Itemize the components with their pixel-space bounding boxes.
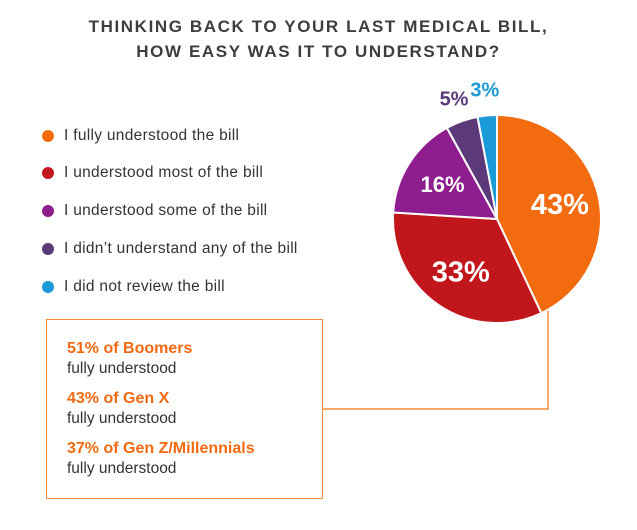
- callout-stat: 43% of Gen X fully understood: [67, 388, 322, 429]
- legend-swatch-icon: [42, 205, 54, 218]
- callout-stat-subtext: fully understood: [67, 360, 177, 377]
- legend-item: I understood some of the bill: [42, 202, 298, 221]
- pie-slice-label: 33%: [432, 256, 490, 288]
- callout-connector: [323, 300, 549, 410]
- chart-title: THINKING BACK TO YOUR LAST MEDICAL BILL,…: [0, 14, 637, 64]
- legend-swatch-icon: [42, 280, 54, 293]
- legend-swatch-icon: [42, 242, 54, 255]
- callout-box: 51% of Boomers fully understood 43% of G…: [46, 319, 323, 499]
- legend-label: I understood most of the bill: [64, 164, 264, 182]
- legend-item: I understood most of the bill: [42, 164, 298, 183]
- legend-label: I did not review the bill: [64, 277, 225, 295]
- pie-slice: [476, 113, 498, 220]
- pie-slice: [392, 211, 543, 324]
- callout-stat-headline: 37% of Gen Z/Millennials: [67, 440, 255, 457]
- callout-stat: 37% of Gen Z/Millennials fully understoo…: [67, 438, 322, 479]
- pie-slice-label: 5%: [440, 89, 469, 111]
- legend-swatch-icon: [42, 129, 54, 142]
- callout-stat-subtext: fully understood: [67, 410, 177, 427]
- legend-item: I didn’t understand any of the bill: [42, 239, 298, 258]
- pie-slice: [392, 126, 499, 221]
- legend-label: I understood some of the bill: [64, 202, 268, 220]
- legend: I fully understood the bill I understood…: [42, 126, 298, 315]
- callout-stat-subtext: fully understood: [67, 460, 177, 477]
- pie-slices: [392, 113, 602, 324]
- callout-stat-headline: 43% of Gen X: [67, 390, 170, 407]
- legend-swatch-icon: [42, 167, 54, 180]
- legend-label: I fully understood the bill: [64, 126, 240, 144]
- callout-stat-headline: 51% of Boomers: [67, 340, 193, 357]
- pie-labels: 43% 33% 16% 5% 3%: [421, 80, 590, 289]
- chart-title-line-1: THINKING BACK TO YOUR LAST MEDICAL BILL,: [88, 17, 549, 36]
- pie-slice-label: 16%: [421, 172, 465, 197]
- pie-slice-label: 3%: [470, 80, 499, 102]
- legend-item: I fully understood the bill: [42, 126, 298, 145]
- legend-item: I did not review the bill: [42, 277, 298, 296]
- pie-slice: [496, 113, 602, 315]
- pie-slice-label: 43%: [531, 189, 589, 221]
- callout-stat: 51% of Boomers fully understood: [67, 338, 322, 379]
- chart-title-line-2: HOW EASY WAS IT TO UNDERSTAND?: [136, 42, 501, 61]
- legend-label: I didn’t understand any of the bill: [64, 239, 298, 257]
